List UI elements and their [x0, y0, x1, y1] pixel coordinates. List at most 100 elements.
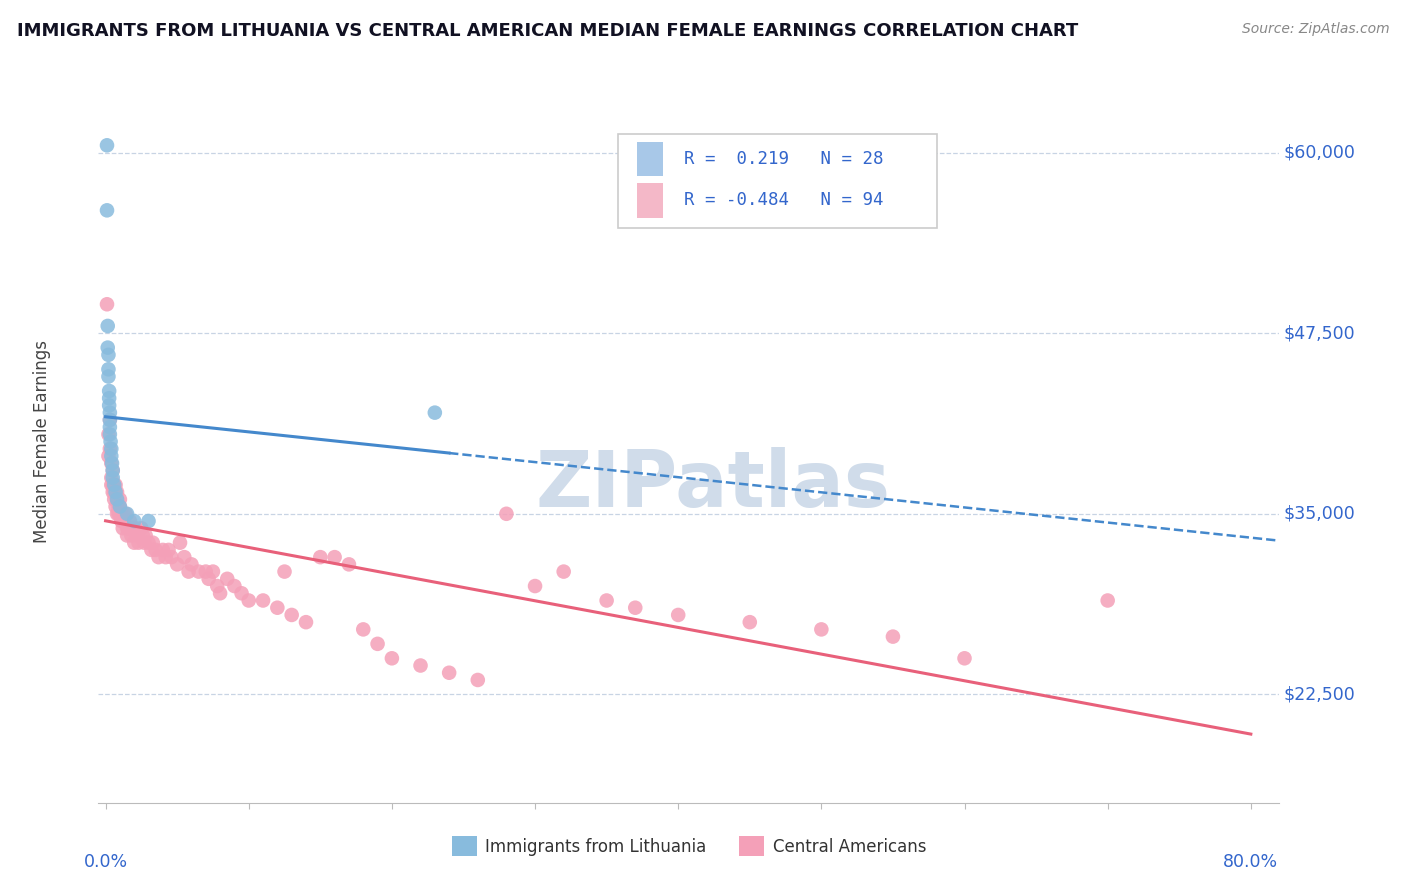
Point	[101, 456, 124, 470]
Point	[104, 485, 127, 500]
Point	[98, 442, 121, 456]
Point	[105, 492, 128, 507]
Text: 0.0%: 0.0%	[83, 854, 128, 871]
Point	[105, 507, 128, 521]
Point	[266, 600, 288, 615]
Point	[104, 478, 127, 492]
Point	[135, 528, 157, 542]
Point	[437, 665, 460, 680]
Point	[110, 514, 132, 528]
Point	[98, 406, 121, 420]
Point	[97, 427, 120, 442]
Point	[98, 413, 121, 427]
Point	[108, 500, 131, 514]
Point	[100, 442, 122, 456]
Text: 80.0%: 80.0%	[1223, 854, 1278, 871]
Point	[100, 449, 122, 463]
Point	[100, 456, 122, 470]
Point	[423, 406, 446, 420]
Point	[209, 586, 232, 600]
Point	[103, 485, 125, 500]
Point	[120, 528, 142, 542]
Point	[115, 507, 138, 521]
Point	[141, 542, 163, 557]
Point	[108, 500, 131, 514]
Point	[118, 514, 141, 528]
Point	[105, 485, 128, 500]
Point	[128, 535, 150, 549]
Point	[98, 413, 121, 427]
Point	[103, 478, 125, 492]
Text: $47,500: $47,500	[1284, 324, 1355, 343]
Text: R = -0.484   N = 94: R = -0.484 N = 94	[685, 191, 884, 210]
Point	[98, 391, 121, 405]
Point	[187, 565, 209, 579]
Point	[115, 528, 138, 542]
Point	[98, 420, 121, 434]
Point	[104, 500, 127, 514]
Point	[217, 572, 239, 586]
Point	[104, 485, 127, 500]
Point	[595, 593, 617, 607]
Point	[224, 579, 246, 593]
Point	[98, 384, 121, 398]
Text: $35,000: $35,000	[1284, 505, 1355, 523]
Point	[97, 449, 120, 463]
Point	[252, 593, 274, 607]
Point	[97, 369, 120, 384]
Point	[197, 572, 219, 586]
Point	[467, 673, 489, 687]
Point	[121, 521, 143, 535]
Point	[105, 492, 128, 507]
Point	[810, 623, 832, 637]
Point	[273, 565, 295, 579]
Bar	[637, 142, 664, 177]
Point	[110, 507, 132, 521]
Point	[142, 535, 165, 549]
Point	[114, 507, 136, 521]
Point	[160, 550, 183, 565]
Point	[145, 542, 167, 557]
Point	[101, 463, 124, 477]
Point	[231, 586, 253, 600]
Point	[111, 507, 134, 521]
Text: IMMIGRANTS FROM LITHUANIA VS CENTRAL AMERICAN MEDIAN FEMALE EARNINGS CORRELATION: IMMIGRANTS FROM LITHUANIA VS CENTRAL AME…	[17, 22, 1078, 40]
Point	[96, 297, 118, 311]
Legend: Immigrants from Lithuania, Central Americans: Immigrants from Lithuania, Central Ameri…	[444, 830, 934, 863]
Point	[131, 521, 153, 535]
Point	[115, 521, 138, 535]
Point	[524, 579, 547, 593]
Point	[98, 398, 121, 412]
Text: R =  0.219   N = 28: R = 0.219 N = 28	[685, 150, 884, 168]
Point	[117, 521, 139, 535]
Point	[194, 565, 217, 579]
Point	[97, 341, 120, 355]
Point	[103, 478, 125, 492]
Point	[882, 630, 904, 644]
Point	[112, 514, 135, 528]
Point	[97, 362, 120, 376]
Point	[100, 471, 122, 485]
Point	[111, 521, 134, 535]
Point	[177, 565, 200, 579]
Point	[367, 637, 389, 651]
Point	[207, 579, 229, 593]
Text: $22,500: $22,500	[1284, 685, 1355, 704]
Text: $60,000: $60,000	[1284, 144, 1355, 161]
Point	[96, 203, 118, 218]
Bar	[637, 183, 664, 218]
Point	[495, 507, 517, 521]
Point	[122, 514, 145, 528]
Point	[953, 651, 976, 665]
Point	[738, 615, 761, 630]
Point	[148, 550, 170, 565]
Point	[295, 615, 318, 630]
Point	[97, 348, 120, 362]
Point	[108, 507, 131, 521]
Point	[201, 565, 224, 579]
Point	[169, 535, 191, 549]
Point	[134, 535, 156, 549]
Point	[101, 478, 124, 492]
Point	[238, 593, 260, 607]
Point	[280, 607, 302, 622]
